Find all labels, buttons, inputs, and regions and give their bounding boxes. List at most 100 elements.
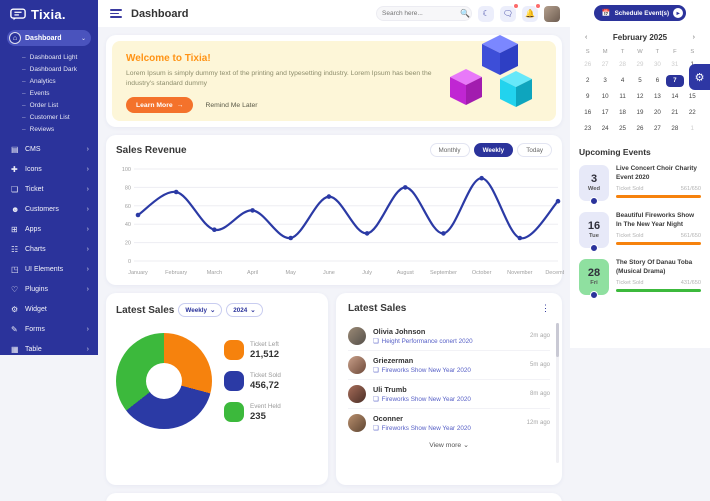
calendar-day[interactable]: 10 [601,93,609,100]
alerts-button[interactable]: 🔔 [522,2,541,22]
sidebar-item-plugins[interactable]: ♡ Plugins › [0,279,98,299]
calendar-day[interactable]: 19 [636,109,644,116]
sidebar-subitem-dashboard-dark[interactable]: – Dashboard Dark [0,63,98,75]
calendar-day[interactable]: 30 [653,61,661,68]
time-ago: 8m ago [529,391,550,397]
remind-later-link[interactable]: Remind Me Later [205,101,258,109]
search-icon[interactable]: 🔍 [460,9,470,18]
calendar-day[interactable]: 28 [671,125,679,132]
calendar-day[interactable]: 23 [584,125,592,132]
view-more-link[interactable]: View more ⌄ [429,442,469,449]
main-content: Welcome to Tixia! Lorem Ipsum is simply … [98,27,571,501]
chevron-right-icon: › [86,165,89,173]
calendar-day[interactable]: 31 [671,61,679,68]
chevron-right-icon: › [86,205,89,213]
schedule-event-button[interactable]: 📅 Schedule Event(s) ▸ [593,5,687,21]
sidebar-item-apps[interactable]: ⊞ Apps › [0,219,98,239]
chevron-down-icon: ⌄ [80,35,86,42]
event-link[interactable]: ❏ Height Performance conert 2020 [373,338,523,345]
sidebar-item-forms[interactable]: ✎ Forms › [0,319,98,339]
calendar-day[interactable]: 7 [666,75,684,87]
messages-button[interactable]: 🗨 [500,2,519,22]
brand-logo[interactable]: Tixia. [0,0,98,26]
calendar-day[interactable]: 17 [601,109,609,116]
calendar-day[interactable]: 4 [620,77,625,84]
sidebar-item-table[interactable]: ▦ Table › [0,339,98,359]
calendar-day[interactable]: 15 [688,93,696,100]
tab-monthly[interactable]: Monthly [429,143,470,157]
calendar-day[interactable]: 29 [636,61,644,68]
event-link[interactable]: ❏ Fireworks Show New Year 2020 [373,425,520,432]
calendar-day[interactable]: 24 [601,125,609,132]
event-item[interactable]: 28 Fri The Story Of Danau Toba (Musical Dr… [579,259,701,299]
calendar-day[interactable]: 25 [619,125,626,132]
sidebar-subitem-customer-list[interactable]: – Customer List [0,111,98,123]
list-item[interactable]: Griezerman ❏ Fireworks Show New Year 2020 5… [348,351,550,380]
table-icon: ▦ [11,344,19,354]
sidebar-subitem-analytics[interactable]: – Analytics [0,75,98,87]
user-avatar[interactable] [544,5,560,22]
sidebar-item-charts[interactable]: ☷ Charts › [0,239,98,259]
learn-more-button[interactable]: Learn More → [126,97,194,114]
calendar-day[interactable]: 9 [585,93,590,100]
calendar-day[interactable]: 2 [585,77,590,84]
calendar-next-icon[interactable]: › [692,34,695,41]
list-item[interactable]: Oconner ❏ Fireworks Show New Year 2020 12m … [348,409,550,437]
calendar-day[interactable]: 28 [619,61,626,68]
sidebar-subitem-order-list[interactable]: – Order List [0,99,98,111]
calendar-day[interactable]: 18 [619,109,626,116]
event-link[interactable]: ❏ Fireworks Show New Year 2020 [373,367,523,374]
calendar-day[interactable]: 27 [653,125,661,132]
calendar-day[interactable]: 16 [584,109,592,116]
sidebar-item-icons[interactable]: ✚ Icons › [0,159,98,179]
sidebar-item-dashboard[interactable]: ⌂ Dashboard ⌄ [7,30,91,46]
sidebar-subitem-dashboard-light[interactable]: – Dashboard Light [0,51,98,63]
period-dropdown[interactable]: Weekly ⌄ [178,303,223,317]
calendar-day[interactable]: 5 [638,77,642,84]
tab-today[interactable]: Today [517,143,552,157]
dash-icon: – [22,65,26,73]
year-dropdown[interactable]: 2024 ⌄ [226,303,263,317]
calendar-day[interactable]: 26 [636,125,644,132]
kebab-menu-icon[interactable]: ⋮ [541,303,550,313]
calendar-day[interactable]: 14 [671,93,679,100]
calendar-day[interactable]: 12 [636,93,644,100]
calendar-day[interactable]: 26 [584,61,592,68]
calendar-day[interactable]: 1 [690,125,694,132]
customizer-button[interactable]: ⚙ [689,64,710,90]
sidebar-item-label: Dashboard [25,34,62,42]
calendar-day[interactable]: 3 [603,77,607,84]
list-scrollbar[interactable] [556,323,559,463]
sidebar-item-ticket[interactable]: ❏ Ticket › [0,179,98,199]
event-link-label: Fireworks Show New Year 2020 [381,396,471,403]
sidebar-item-widget[interactable]: ⚙ Widget [0,299,98,319]
chevron-right-icon: › [86,185,89,193]
event-title: Beautiful Fireworks Show In The New Year… [616,212,695,228]
dash-icon: – [22,101,26,109]
calendar-day[interactable]: 20 [653,109,661,116]
list-item[interactable]: Uli Trumb ❏ Fireworks Show New Year 2020 8m… [348,380,550,409]
sidebar-item-ui-elements[interactable]: ◳ UI Elements › [0,259,98,279]
calendar-prev-icon[interactable]: ‹ [585,34,588,41]
list-item[interactable]: Olivia Johnson ❏ Height Performance conert… [348,322,550,351]
calendar-day[interactable]: 27 [601,61,609,68]
svg-text:February: February [165,270,187,276]
sidebar-subitem-events[interactable]: – Events [0,87,98,99]
event-link[interactable]: ❏ Fireworks Show New Year 2020 [373,396,523,403]
calendar-day[interactable]: 6 [655,77,660,84]
menu-toggle-icon[interactable] [110,7,122,20]
sidebar-subitem-reviews[interactable]: – Reviews [0,123,98,135]
calendar-day[interactable]: 11 [619,93,626,100]
sidebar-item-cms[interactable]: ▤ CMS › [0,139,98,159]
dark-mode-toggle[interactable]: ☾ [478,5,494,22]
tab-weekly[interactable]: Weekly [473,143,514,157]
search-input[interactable] [382,10,460,17]
calendar-day[interactable]: 13 [653,93,661,100]
calendar-day[interactable]: 21 [671,109,679,116]
event-item[interactable]: 16 Tue Beautiful Fireworks Show In The New… [579,212,701,252]
sidebar-item-customers[interactable]: ☻ Customers › [0,199,98,219]
event-item[interactable]: 3 Wed Live Concert Choir Charity Event 202… [579,165,701,205]
sale-info: Oconner ❏ Fireworks Show New Year 2020 [373,414,520,432]
calendar-day[interactable]: 22 [688,109,696,116]
